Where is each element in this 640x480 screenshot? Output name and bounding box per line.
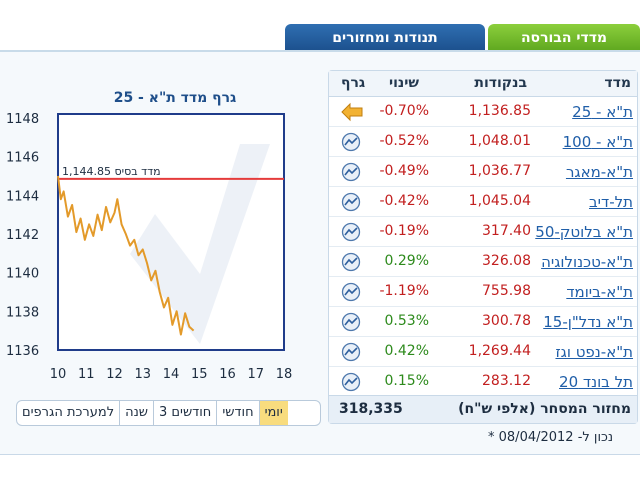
base-line-label: 1,144.85 מדד בסיס [62, 165, 161, 178]
index-change: -1.19% [379, 283, 429, 299]
y-tick-label: 1144 [6, 189, 39, 204]
table-row: תל בונד 20 283.12 0.15% [329, 367, 637, 397]
divider [0, 454, 640, 455]
tab-volatility-turnover[interactable]: תנודות ומחזורים [285, 24, 485, 52]
x-tick-label: 10 [50, 367, 67, 382]
table-row: ת"א נדל"ן-15 300.78 0.53% [329, 307, 637, 337]
index-points: 755.98 [482, 283, 531, 299]
period-buttons: למערכת הגרפים שנה 3 חודשים חודשי יומי [16, 400, 321, 426]
chart-icon[interactable] [341, 192, 361, 212]
index-name-link[interactable]: תל-דיב [588, 193, 633, 211]
index-name-link[interactable]: ת"א-נפט וגז [555, 343, 633, 361]
chart-icon[interactable] [341, 132, 361, 152]
watermark-icon [130, 144, 270, 344]
index-points: 283.12 [482, 373, 531, 389]
index-name-link[interactable]: ת"א-טכנולוגיה [541, 253, 633, 271]
index-change: 0.29% [384, 253, 429, 269]
index-change: -0.19% [379, 223, 429, 239]
y-tick-label: 1146 [6, 151, 39, 166]
table-row: ת"א-נפט וגז 1,269.44 0.42% [329, 337, 637, 367]
index-chart: 1136 1138 1140 1142 1144 1146 1148 10 11 12 13 14 1… [6, 112, 293, 382]
y-tick-label: 1138 [6, 305, 39, 320]
arrow-left-icon[interactable] [341, 102, 363, 122]
index-change: 0.53% [384, 313, 429, 329]
x-tick-label: 12 [106, 367, 123, 382]
index-points: 1,045.04 [468, 193, 531, 209]
x-tick-label: 16 [219, 367, 236, 382]
index-points: 1,036.77 [468, 163, 531, 179]
y-tick-label: 1140 [6, 267, 39, 282]
period-button-3-months[interactable]: 3 חודשים [153, 401, 216, 425]
period-button-monthly[interactable]: חודשי [216, 401, 258, 425]
y-tick-label: 1142 [6, 228, 39, 243]
tab-index-markets[interactable]: מדדי הבורסה [488, 24, 640, 52]
table-footer: מחזור המסחר (אלפי ש"ח) 318,335 [329, 395, 637, 423]
table-header: מדד בנקודות שינוי גרף [329, 71, 637, 97]
chart-icon[interactable] [341, 312, 361, 332]
index-name-link[interactable]: תל בונד 20 [559, 373, 633, 391]
index-name-link[interactable]: ת"א - 100 [562, 133, 633, 151]
table-row: ת"א - 25 1,136.85 -0.70% [329, 97, 637, 127]
index-points: 1,269.44 [468, 343, 531, 359]
table-row: ת"א - 100 1,048.01 -0.52% [329, 127, 637, 157]
y-tick-label: 1148 [6, 112, 39, 127]
period-button-chart-system[interactable]: למערכת הגרפים [22, 405, 115, 420]
index-change: -0.49% [379, 163, 429, 179]
index-points: 326.08 [482, 253, 531, 269]
table-row: ת"א בלוטק-50 317.40 -0.19% [329, 217, 637, 247]
index-change: 0.42% [384, 343, 429, 359]
x-tick-label: 14 [163, 367, 180, 382]
header-index: מדד [604, 75, 631, 91]
header-graph: גרף [341, 75, 366, 91]
x-tick-label: 11 [78, 367, 95, 382]
x-tick-label: 17 [247, 367, 264, 382]
index-change: -0.52% [379, 133, 429, 149]
chart-title: גרף מדד ת"א - 25 [113, 90, 237, 106]
chart-icon[interactable] [341, 342, 361, 362]
period-button-daily[interactable]: יומי [258, 401, 288, 425]
series-line [57, 175, 195, 336]
index-change: -0.42% [379, 193, 429, 209]
index-name-link[interactable]: ת"א נדל"ן-15 [543, 313, 633, 331]
index-change: -0.70% [379, 103, 429, 119]
chart-icon[interactable] [341, 222, 361, 242]
table-row: תל-דיב 1,045.04 -0.42% [329, 187, 637, 217]
period-button-year[interactable]: שנה [119, 401, 153, 425]
index-name-link[interactable]: ת"א בלוטק-50 [535, 223, 633, 241]
index-points: 1,048.01 [468, 133, 531, 149]
x-tick-label: 15 [191, 367, 208, 382]
header-points: בנקודות [474, 75, 527, 91]
index-change: 0.15% [384, 373, 429, 389]
updated-timestamp: * נכון ל- 08/04/2012 [488, 430, 614, 445]
header-change: שינוי [388, 75, 419, 91]
chart-icon[interactable] [341, 252, 361, 272]
index-points: 300.78 [482, 313, 531, 329]
table-row: ת"א-מאגר 1,036.77 -0.49% [329, 157, 637, 187]
chart-icon[interactable] [341, 372, 361, 392]
index-name-link[interactable]: ת"א-מאגר [565, 163, 633, 181]
x-tick-label: 13 [134, 367, 151, 382]
indices-table: מדד בנקודות שינוי גרף ת"א - 25 1,136.85 -0… [328, 70, 638, 424]
chart-icon[interactable] [341, 282, 361, 302]
table-row: ת"א-ביומד 755.98 -1.19% [329, 277, 637, 307]
index-points: 1,136.85 [468, 103, 531, 119]
index-name-link[interactable]: ת"א - 25 [572, 103, 633, 121]
turnover-value: 318,335 [339, 401, 403, 417]
x-tick-label: 18 [276, 367, 293, 382]
index-points: 317.40 [482, 223, 531, 239]
turnover-label: מחזור המסחר (אלפי ש"ח) [458, 401, 631, 417]
table-row: ת"א-טכנולוגיה 326.08 0.29% [329, 247, 637, 277]
chart-icon[interactable] [341, 162, 361, 182]
index-name-link[interactable]: ת"א-ביומד [566, 283, 633, 301]
y-tick-label: 1136 [6, 344, 39, 359]
